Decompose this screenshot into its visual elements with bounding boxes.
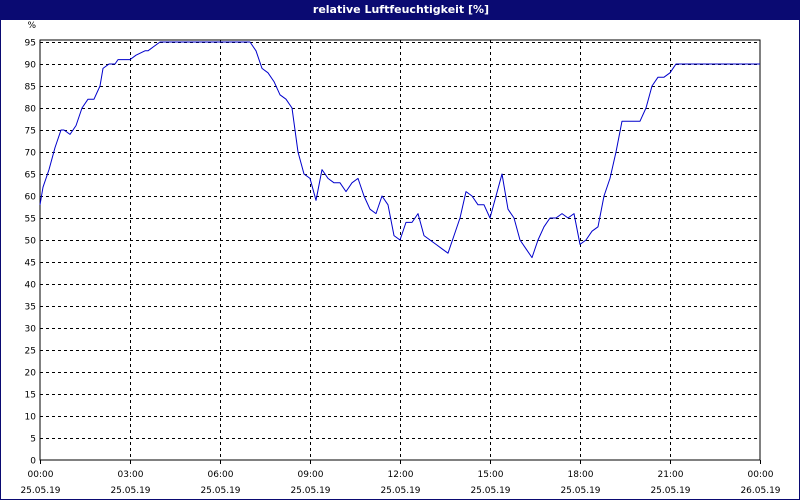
y-tick-label: 15 (25, 391, 36, 401)
y-tick-label: 40 (25, 281, 37, 291)
x-tick-time: 09:00 (298, 470, 324, 480)
x-tick-date: 25.05.19 (650, 486, 690, 496)
y-tick-label: 85 (25, 83, 36, 93)
y-tick-label: 20 (25, 369, 37, 379)
y-tick-label: 5 (30, 435, 36, 445)
grid-layer (40, 40, 760, 460)
x-tick-date: 25.05.19 (200, 486, 240, 496)
chart-title: relative Luftfeuchtigkeit [%] (1, 0, 800, 20)
x-tick-time: 06:00 (208, 470, 234, 480)
x-tick-time: 21:00 (658, 470, 684, 480)
y-tick-label: 50 (25, 237, 37, 247)
y-tick-label: 95 (25, 39, 36, 49)
x-tick-date: 25.05.19 (290, 486, 330, 496)
humidity-series-line (39, 41, 760, 259)
y-tick-label: 0 (30, 457, 36, 467)
x-tick-time: 15:00 (478, 470, 504, 480)
y-tick-label: 45 (25, 259, 36, 269)
y-tick-label: 75 (25, 127, 36, 137)
x-tick-date: 25.05.19 (560, 486, 600, 496)
y-tick-label: 65 (25, 171, 36, 181)
y-tick-label: 80 (25, 105, 37, 115)
axis-layer (39, 39, 761, 464)
x-tick-time: 00:00 (28, 470, 54, 480)
y-tick-label: 30 (25, 325, 37, 335)
y-tick-label: 60 (25, 193, 37, 203)
x-tick-time: 00:00 (748, 470, 774, 480)
x-tick-date: 25.05.19 (20, 486, 60, 496)
y-tick-label: 35 (25, 303, 36, 313)
y-tick-label: 55 (25, 215, 36, 225)
label-layer: 0 5 10 15 20 25 30 35 40 45 50 55 60 65 70 75 80 85 90 95% 0… (20, 21, 780, 496)
y-tick-label: 10 (25, 413, 37, 423)
x-tick-time: 18:00 (568, 470, 594, 480)
x-tick-date: 25.05.19 (110, 486, 150, 496)
x-tick-time: 03:00 (118, 470, 144, 480)
y-tick-label: 70 (25, 149, 37, 159)
x-tick-date: 25.05.19 (470, 486, 510, 496)
x-tick-date: 25.05.19 (380, 486, 420, 496)
y-tick-label: 90 (25, 61, 37, 71)
series-layer (39, 41, 760, 259)
x-tick-date: 26.05.19 (740, 486, 780, 496)
y-unit-label: % (27, 21, 36, 31)
y-tick-label: 25 (25, 347, 36, 357)
x-tick-time: 12:00 (388, 470, 414, 480)
